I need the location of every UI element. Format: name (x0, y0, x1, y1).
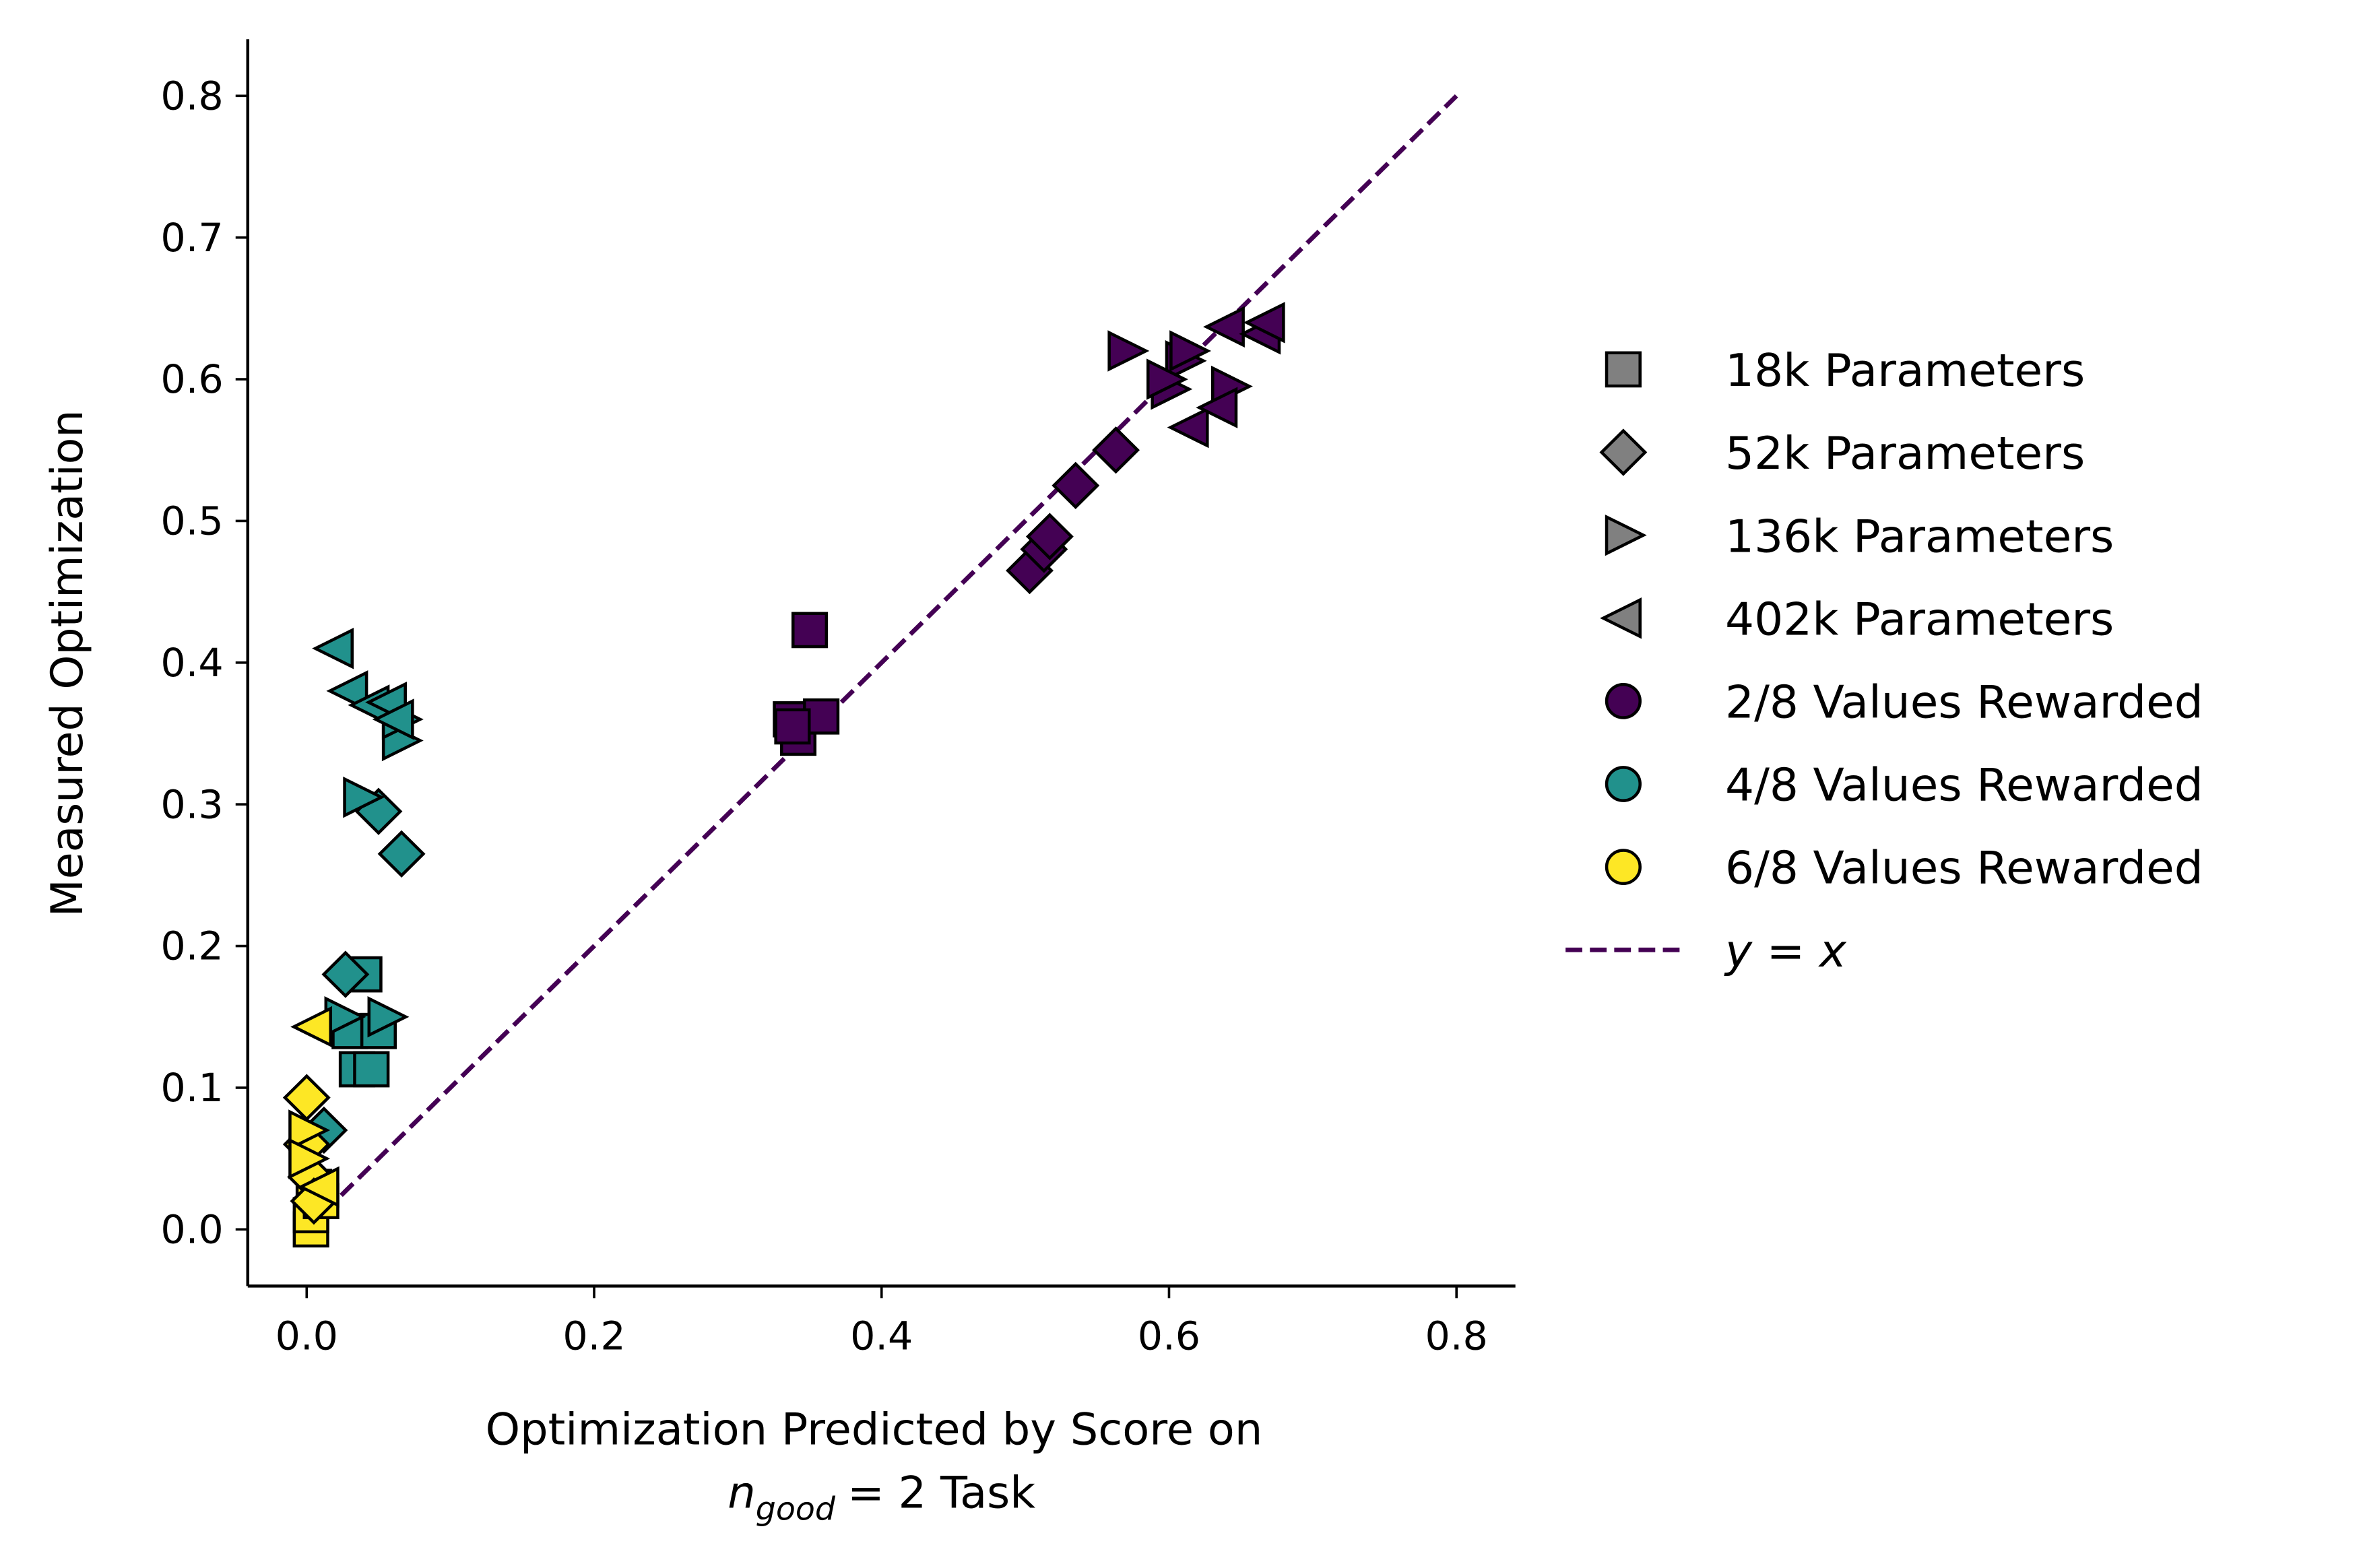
y-tick-label: 0.6 (160, 356, 223, 402)
point (321, 950, 370, 998)
point (1167, 406, 1209, 449)
point (372, 698, 414, 740)
point (1092, 426, 1140, 474)
legend-label: 2/8 Values Rewarded (1725, 676, 2203, 729)
x-tick-label: 0.6 (1138, 1313, 1200, 1359)
y-tick-label: 0.5 (160, 498, 223, 544)
point (1025, 513, 1074, 560)
point (343, 776, 385, 818)
reference-line (304, 94, 1458, 1231)
point (1146, 358, 1188, 400)
y-tick-label: 0.1 (160, 1065, 223, 1111)
legend-marker (1605, 351, 1642, 388)
point (1202, 306, 1245, 348)
legend-label: 4/8 Values Rewarded (1725, 758, 2203, 812)
point (312, 628, 354, 669)
legend-label: 52k Parameters (1725, 426, 2085, 480)
y-axis-label: Measured Optimization (42, 410, 93, 917)
x-label-sub: good (756, 1491, 836, 1528)
point (774, 708, 811, 745)
point (367, 996, 410, 1038)
legend-marker (1605, 849, 1642, 885)
y-tick-label: 0.0 (160, 1207, 223, 1253)
x-label-var: n (728, 1468, 755, 1519)
point (791, 612, 829, 649)
point (288, 1109, 331, 1151)
legend-label: 136k Parameters (1725, 510, 2114, 563)
legend-marker (1599, 428, 1648, 476)
x-tick-label: 0.4 (850, 1313, 913, 1359)
point (1243, 302, 1285, 344)
point (297, 1166, 340, 1208)
legend-marker (1605, 766, 1642, 802)
y-tick-label: 0.3 (160, 782, 223, 828)
point (1196, 387, 1238, 428)
x-label-rest: = 2 Task (847, 1468, 1035, 1519)
x-axis-label: Optimization Predicted by Score on (486, 1405, 1263, 1456)
point (353, 1051, 390, 1088)
legend-label: 402k Parameters (1725, 593, 2114, 646)
legend-label: y = x (1724, 924, 1847, 977)
point (1107, 330, 1150, 372)
x-tick-label: 0.8 (1425, 1313, 1488, 1359)
legend-label: 6/8 Values Rewarded (1725, 841, 2203, 894)
point (377, 830, 426, 878)
legend-marker (1600, 597, 1642, 639)
x-axis-label: ngood = 2 Task (728, 1468, 1035, 1528)
point (290, 1006, 333, 1048)
point (288, 1138, 331, 1179)
legend-label: 18k Parameters (1725, 344, 2085, 397)
y-tick-label: 0.7 (160, 215, 223, 261)
x-tick-label: 0.2 (562, 1313, 625, 1359)
point (1052, 461, 1100, 510)
y-tick-label: 0.2 (160, 923, 223, 969)
legend-marker (1605, 514, 1647, 556)
point (326, 670, 368, 712)
y-tick-label: 0.4 (160, 640, 223, 686)
point (1169, 330, 1212, 372)
x-tick-label: 0.0 (276, 1313, 338, 1359)
legend-marker (1605, 683, 1642, 719)
y-tick-label: 0.8 (160, 73, 223, 119)
